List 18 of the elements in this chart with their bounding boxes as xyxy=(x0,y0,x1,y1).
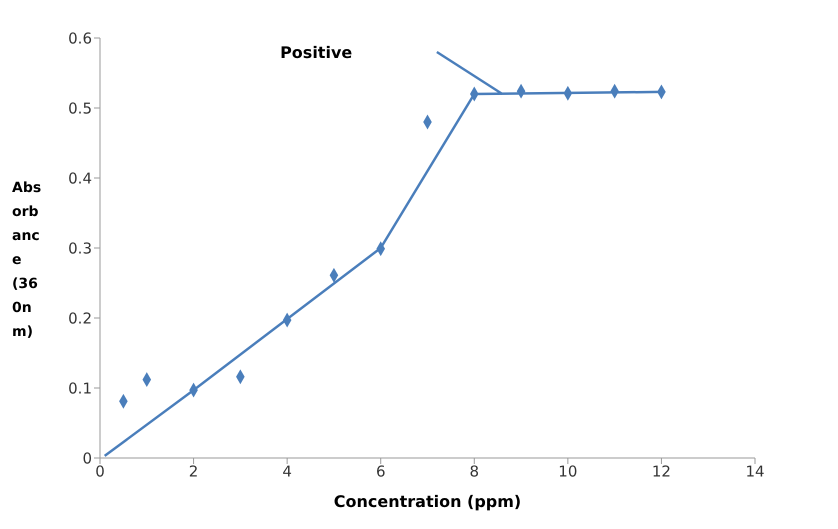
y-axis-title: Absorbance (360nm) xyxy=(12,179,42,342)
y-tick-label: 0.4 xyxy=(68,169,92,188)
x-tick-label: 8 xyxy=(470,462,480,481)
annotation: Positive xyxy=(280,43,352,62)
x-tick-label: 12 xyxy=(652,462,671,481)
x-tick-label: 0 xyxy=(95,462,105,481)
y-tick-label: 0.3 xyxy=(68,239,92,258)
x-tick-label: 4 xyxy=(282,462,292,481)
y-tick-label: 0 xyxy=(82,449,92,468)
y-tick-label: 0.5 xyxy=(68,99,92,118)
x-tick-label: 10 xyxy=(558,462,578,481)
y-tick-label: 0.2 xyxy=(68,309,92,328)
y-tick-label: 0.6 xyxy=(68,29,92,48)
x-tick-label: 14 xyxy=(745,462,765,481)
x-axis-title: Concentration (ppm) xyxy=(332,492,522,511)
x-tick-label: 6 xyxy=(376,462,386,481)
x-tick-label: 2 xyxy=(188,462,198,481)
y-tick-label: 0.1 xyxy=(68,379,92,398)
